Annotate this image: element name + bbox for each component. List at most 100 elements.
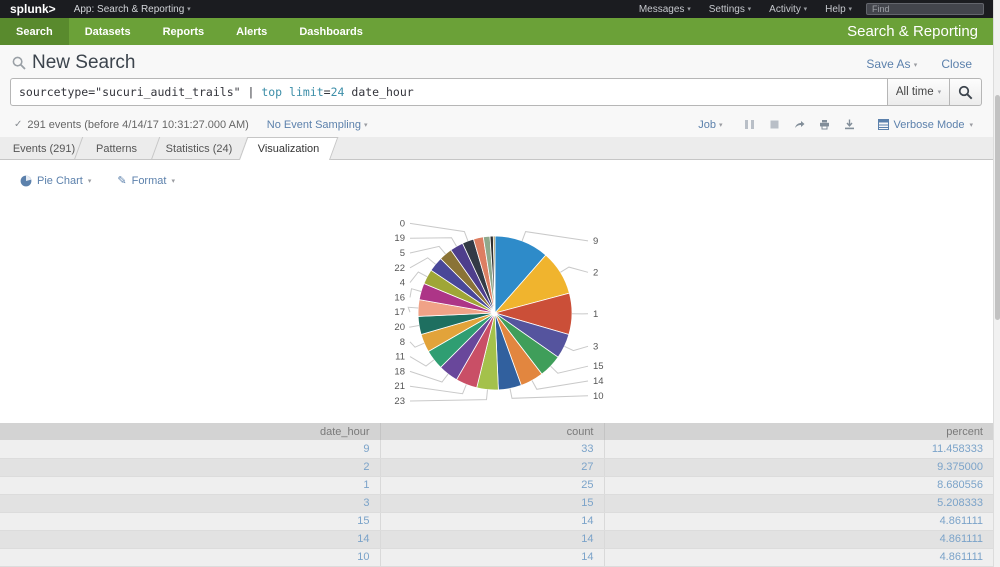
pie-label-5: 5 (400, 248, 405, 259)
verbose-mode-button[interactable]: Verbose Mode ▾ (877, 118, 973, 131)
chevron-down-icon: ▾ (937, 89, 942, 96)
search-icon (12, 56, 26, 70)
save-as-link[interactable]: Save As ▾ (866, 57, 917, 71)
cell-date-hour[interactable]: 9 (0, 440, 381, 459)
pie-label-17: 17 (394, 307, 405, 318)
chart-type-label: Pie Chart (37, 174, 83, 187)
app-menu[interactable]: App: Search & Reporting ▾ (74, 4, 191, 15)
chart-type-button[interactable]: Pie Chart ▾ (20, 175, 91, 187)
topbar-menu-settings[interactable]: Settings ▾ (708, 3, 752, 15)
cell-percent[interactable]: 4.861111 (604, 530, 993, 549)
pie-label-4: 4 (400, 278, 405, 289)
search-icon (958, 85, 973, 99)
pause-icon[interactable] (744, 119, 755, 130)
tab-statistics-24[interactable]: Statistics (24) (165, 142, 233, 155)
pie-label-leader (409, 325, 420, 328)
time-range-button[interactable]: All time ▾ (888, 78, 950, 106)
cell-percent[interactable]: 5.208333 (604, 494, 993, 513)
export-icon[interactable] (844, 119, 855, 130)
print-icon[interactable] (819, 119, 830, 130)
pie-label-19: 19 (394, 233, 405, 244)
scrollbar-track[interactable] (993, 0, 1000, 567)
pie-label-23: 23 (394, 396, 405, 407)
pie-label-leader (409, 389, 488, 402)
pie-label-leader (409, 257, 436, 269)
close-link[interactable]: Close (941, 57, 972, 71)
pie-label-16: 16 (394, 292, 405, 303)
cell-date-hour[interactable]: 2 (0, 458, 381, 477)
pencil-icon: ✎ (117, 175, 127, 187)
pie-label-leader (409, 271, 428, 283)
tab-patterns[interactable]: Patterns (96, 142, 137, 155)
pie-label-1: 1 (593, 309, 598, 320)
chevron-down-icon: ▾ (187, 5, 191, 13)
tab-visualization[interactable]: Visualization (257, 142, 320, 155)
tab-events-291[interactable]: Events (291) (12, 142, 76, 155)
pie-label-8: 8 (400, 337, 405, 348)
splunk-logo[interactable]: splunk> (10, 2, 56, 16)
pie-label-leader (409, 237, 457, 247)
cell-count[interactable]: 14 (380, 512, 605, 531)
cell-date-hour[interactable]: 15 (0, 512, 381, 531)
find-input[interactable]: Find (866, 3, 984, 15)
event-sampling-link[interactable]: No Event Sampling ▾ (267, 119, 368, 131)
cell-percent[interactable]: 4.861111 (604, 512, 993, 531)
pie-label-9: 9 (593, 236, 598, 247)
appbar-item-search[interactable]: Search (0, 18, 69, 45)
cell-date-hour[interactable]: 3 (0, 494, 381, 513)
appbar-item-dashboards[interactable]: Dashboards (299, 25, 363, 38)
app-title: Search & Reporting (847, 23, 978, 40)
cell-count[interactable]: 14 (380, 548, 605, 567)
cell-percent[interactable]: 9.375000 (604, 458, 993, 477)
cell-date-hour[interactable]: 10 (0, 548, 381, 567)
chevron-down-icon: ▾ (171, 177, 175, 185)
table-header-date-hour[interactable]: date_hour (0, 423, 381, 440)
topbar-menu-activity[interactable]: Activity ▾ (769, 3, 808, 15)
share-icon[interactable] (794, 119, 805, 130)
search-header: New Search Save As ▾ Close sourcetype="s… (0, 45, 1000, 137)
table-header-count[interactable]: count (380, 423, 605, 440)
pie-label-18: 18 (394, 366, 405, 377)
appbar-item-datasets[interactable]: Datasets (84, 25, 131, 38)
topbar: splunk> App: Search & Reporting ▾ Messag… (0, 0, 1000, 18)
scrollbar-thumb[interactable] (995, 95, 1000, 320)
save-as-label: Save As (866, 57, 911, 71)
appbar-item-reports[interactable]: Reports (162, 25, 205, 38)
job-label: Job (698, 118, 716, 131)
chevron-down-icon: ▾ (747, 5, 752, 13)
topbar-menu-messages[interactable]: Messages ▾ (638, 3, 691, 15)
pie-label-leader (550, 365, 589, 374)
topbar-menu-help[interactable]: Help ▾ (825, 3, 852, 15)
pie-label-leader (521, 231, 589, 242)
cell-date-hour[interactable]: 1 (0, 476, 381, 495)
pie-label-leader (409, 245, 446, 255)
search-submit-button[interactable] (950, 78, 982, 106)
cell-count[interactable]: 25 (380, 476, 605, 495)
cell-percent[interactable]: 11.458333 (604, 440, 993, 459)
cell-date-hour[interactable]: 14 (0, 530, 381, 549)
job-menu[interactable]: Job ▾ (698, 119, 722, 131)
chevron-down-icon: ▾ (913, 62, 918, 69)
query-token: limit (289, 85, 324, 99)
cell-percent[interactable]: 4.861111 (604, 548, 993, 567)
appbar-item-alerts[interactable]: Alerts (236, 25, 268, 38)
cell-percent[interactable]: 8.680556 (604, 476, 993, 495)
chevron-down-icon: ▾ (848, 5, 852, 13)
search-query-input[interactable]: sourcetype="sucuri_audit_trails" | top l… (10, 78, 888, 106)
pie-slice-small[interactable] (492, 235, 496, 314)
chevron-down-icon: ▾ (803, 5, 808, 13)
cell-count[interactable]: 33 (380, 440, 605, 459)
page-title: New Search (32, 52, 136, 73)
stop-icon[interactable] (769, 119, 780, 130)
cell-count[interactable]: 14 (380, 530, 605, 549)
cell-count[interactable]: 15 (380, 494, 605, 513)
verbose-mode-label: Verbose Mode (893, 118, 965, 131)
pie-label-leader (409, 222, 469, 242)
format-label: Format (131, 174, 167, 187)
format-button[interactable]: ✎ Format ▾ (117, 174, 175, 188)
pie-label-leader (564, 345, 589, 352)
cell-count[interactable]: 27 (380, 458, 605, 477)
query-token: date_hour (344, 85, 414, 99)
table-header-percent[interactable]: percent (604, 423, 993, 440)
